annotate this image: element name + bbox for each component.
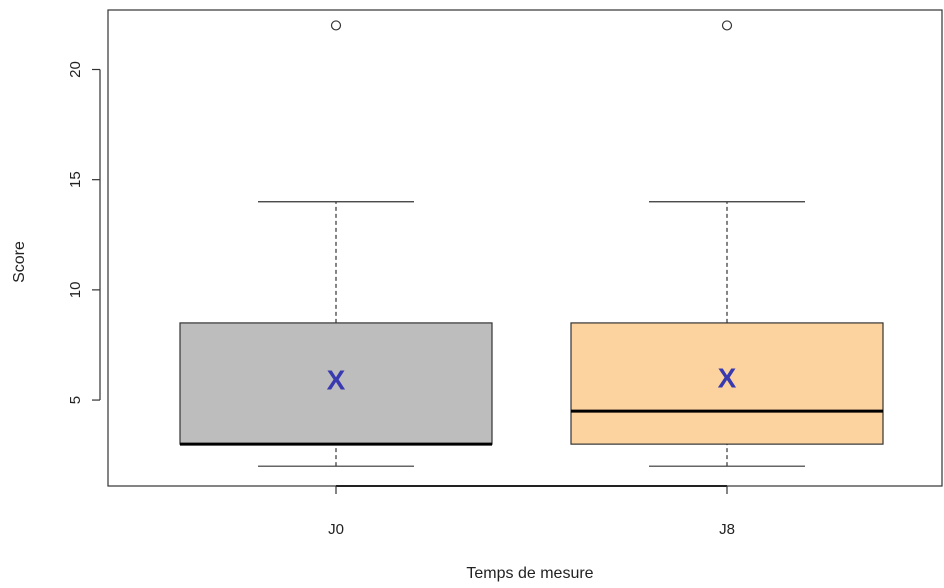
outlier-point — [330, 20, 342, 31]
box-J0 — [179, 322, 493, 445]
chart-axes: 5 10 15 20 J0 J8 — [67, 61, 735, 538]
x-tick-label: J8 — [719, 521, 735, 538]
y-tick-label: 15 — [67, 171, 84, 188]
mean-marker: X — [718, 363, 737, 394]
y-tick-label: 5 — [67, 396, 84, 404]
y-axis-title: Score — [11, 241, 28, 283]
outlier-point — [721, 20, 733, 31]
box-J8 — [570, 322, 884, 445]
y-tick-label: 20 — [67, 61, 84, 78]
x-tick-label: J0 — [328, 521, 344, 538]
y-tick-label: 10 — [67, 282, 84, 299]
mean-marker: X — [327, 365, 346, 396]
x-axis-title: Temps de mesure — [466, 565, 593, 582]
